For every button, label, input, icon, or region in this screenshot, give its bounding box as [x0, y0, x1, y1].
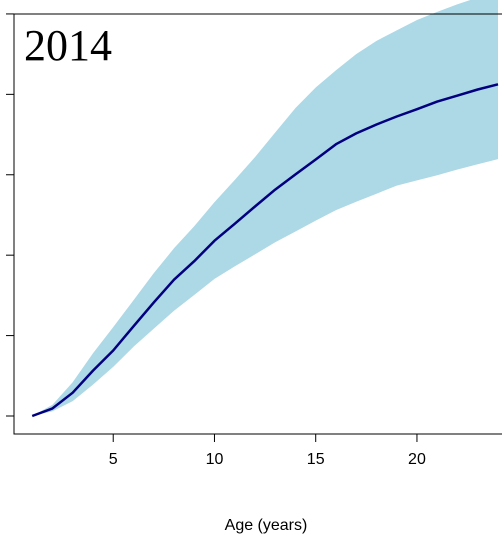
x-axis-label: Age (years): [225, 517, 308, 534]
x-tick-label: 10: [206, 451, 224, 468]
plot-frame: [13, 13, 502, 435]
axes: 5 10 15 20: [6, 13, 502, 468]
x-tick-label: 5: [109, 451, 118, 468]
x-tick-label: 15: [307, 451, 325, 468]
x-tick-label: 20: [408, 451, 426, 468]
mean-line: [31, 83, 499, 418]
panel-title: 2014: [24, 21, 112, 70]
y-axis-ticks: [6, 13, 14, 417]
x-axis-ticks: 5 10 15 20: [109, 434, 426, 468]
confidence-band: [32, 0, 498, 416]
mean-line-layer: [31, 83, 499, 418]
confidence-band-layer: [32, 0, 498, 416]
